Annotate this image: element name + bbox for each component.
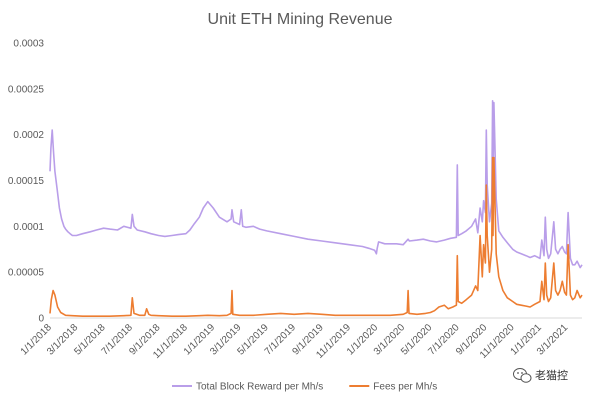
y-tick-label: 0.00005 bbox=[8, 268, 45, 279]
y-tick-label: 0.0001 bbox=[13, 222, 44, 233]
chart-title: Unit ETH Mining Revenue bbox=[208, 11, 393, 28]
legend: Total Block Reward per Mh/s Fees per Mh/s bbox=[172, 382, 437, 393]
x-axis-ticks: 1/1/20183/1/20185/1/20187/1/20189/1/2018… bbox=[19, 322, 571, 361]
y-tick-label: 0.0003 bbox=[13, 39, 44, 50]
y-axis-ticks: 0 0.00005 0.0001 0.00015 0.0002 0.00025 0.0003 bbox=[8, 39, 45, 325]
legend-label-2: Fees per Mh/s bbox=[373, 382, 437, 393]
series-line-2 bbox=[49, 156, 583, 318]
y-tick-label: 0.0002 bbox=[13, 130, 44, 141]
y-tick-label: 0.00025 bbox=[8, 84, 45, 95]
series-line-1 bbox=[49, 100, 583, 269]
series-lines bbox=[49, 100, 583, 318]
watermark-label: 老猫控 bbox=[535, 368, 568, 382]
y-tick-label: 0.00015 bbox=[8, 176, 45, 187]
watermark: 老猫控 bbox=[513, 368, 568, 383]
wechat-icon bbox=[513, 368, 532, 383]
legend-label-1: Total Block Reward per Mh/s bbox=[196, 382, 323, 393]
y-tick-label: 0 bbox=[38, 314, 44, 325]
